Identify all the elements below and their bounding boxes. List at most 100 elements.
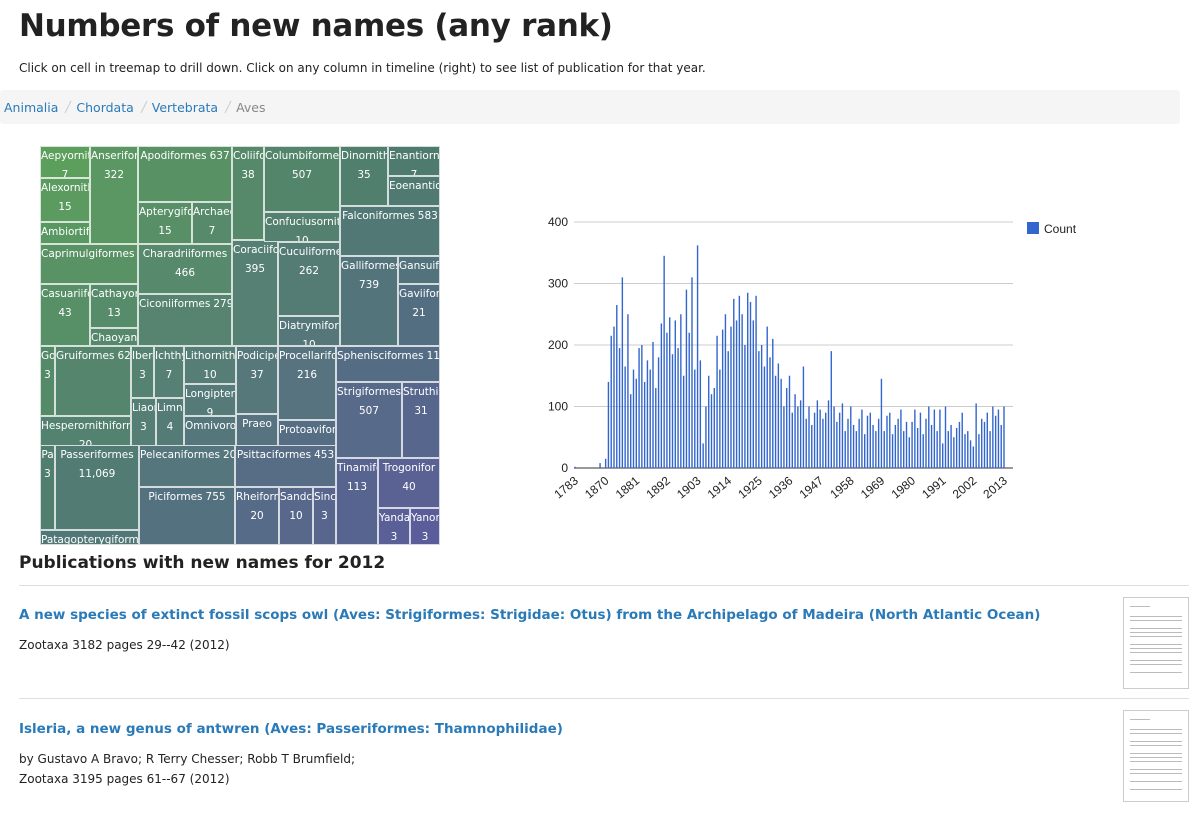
bar[interactable] xyxy=(813,412,816,468)
bar[interactable] xyxy=(958,421,961,468)
treemap-cell[interactable]: Gruiformes620 xyxy=(55,346,131,416)
bar[interactable] xyxy=(747,292,749,468)
treemap-cell[interactable]: Trogonifor 40 xyxy=(378,458,440,508)
treemap-cell[interactable]: Liaor 3 xyxy=(131,398,156,446)
bar[interactable] xyxy=(741,314,743,468)
bar[interactable] xyxy=(925,418,927,468)
treemap-cell[interactable]: Patagopterygiformes xyxy=(40,530,139,545)
bar[interactable] xyxy=(680,314,682,468)
bar[interactable] xyxy=(638,348,640,468)
bar[interactable] xyxy=(919,412,922,468)
treemap-cell[interactable]: Longiptery 9 xyxy=(184,384,236,416)
bar[interactable] xyxy=(708,375,710,468)
bar[interactable] xyxy=(989,431,991,468)
bar[interactable] xyxy=(850,406,852,469)
bar[interactable] xyxy=(755,295,757,468)
treemap-cell[interactable]: Alexornithi 15 xyxy=(40,178,90,222)
bar[interactable] xyxy=(691,277,693,468)
bar[interactable] xyxy=(852,424,855,468)
bar[interactable] xyxy=(827,400,830,468)
treemap-cell[interactable]: Falconiformes 583 xyxy=(340,206,440,256)
treemap-cell[interactable]: Praeo xyxy=(236,414,278,446)
bar[interactable] xyxy=(780,378,782,468)
bar[interactable] xyxy=(758,351,760,468)
bar[interactable] xyxy=(900,409,902,468)
bar[interactable] xyxy=(699,360,702,468)
publication-title[interactable]: A new species of extinct fossil scops ow… xyxy=(19,607,1041,623)
bar[interactable] xyxy=(964,434,966,468)
bar[interactable] xyxy=(716,335,718,468)
bar[interactable] xyxy=(655,388,657,468)
publication-thumbnail[interactable] xyxy=(1123,597,1189,689)
bar[interactable] xyxy=(616,305,618,468)
breadcrumb-link[interactable]: Animalia xyxy=(4,99,59,115)
bar[interactable] xyxy=(816,400,819,468)
bar[interactable] xyxy=(682,375,685,468)
bar[interactable] xyxy=(822,418,824,468)
bar[interactable] xyxy=(649,369,651,468)
bar[interactable] xyxy=(802,366,805,468)
bar[interactable] xyxy=(886,415,888,468)
bar[interactable] xyxy=(710,394,713,468)
bar[interactable] xyxy=(1003,406,1005,469)
bar[interactable] xyxy=(872,424,874,468)
bar[interactable] xyxy=(777,363,780,468)
bar[interactable] xyxy=(730,326,732,468)
bar[interactable] xyxy=(677,348,679,468)
bar[interactable] xyxy=(604,458,607,468)
bar[interactable] xyxy=(811,424,813,468)
treemap-cell[interactable]: Piciformes 755 xyxy=(139,487,235,545)
bar[interactable] xyxy=(599,463,601,468)
bar[interactable] xyxy=(877,418,880,468)
bar[interactable] xyxy=(786,388,788,468)
bar[interactable] xyxy=(997,409,1000,468)
bar[interactable] xyxy=(621,277,624,468)
treemap-cell[interactable]: Caprimulgiformes190 xyxy=(40,244,138,284)
treemap-cell[interactable]: Lithornithifo 10 xyxy=(184,346,236,384)
treemap-cell[interactable]: Sinc 3 xyxy=(313,487,336,545)
bar[interactable] xyxy=(752,320,754,468)
treemap-cell[interactable]: Anseriforr 322 xyxy=(90,146,138,244)
treemap-cell[interactable]: Archaeo 7 xyxy=(192,202,232,244)
treemap-cell[interactable]: Dinornithif 35 xyxy=(340,146,388,206)
bar[interactable] xyxy=(574,466,576,468)
bar[interactable] xyxy=(646,360,649,468)
treemap-cell[interactable]: Coraciifor 395 xyxy=(232,240,278,346)
bar[interactable] xyxy=(808,406,810,469)
treemap-cell[interactable]: Omnivorop xyxy=(184,416,236,446)
bar[interactable] xyxy=(922,434,924,468)
bar[interactable] xyxy=(641,345,643,468)
treemap-cell[interactable]: Apodiformes 637 xyxy=(138,146,232,202)
bar[interactable] xyxy=(643,381,646,468)
treemap-cell[interactable]: Struthio 31 xyxy=(402,382,440,458)
bar[interactable] xyxy=(744,345,746,468)
treemap-cell[interactable]: Chaoyang xyxy=(90,328,138,346)
bar[interactable] xyxy=(891,434,894,468)
treemap-cell[interactable]: Enantiorni 7 xyxy=(388,146,440,176)
bar[interactable] xyxy=(607,381,610,468)
bar[interactable] xyxy=(961,412,963,468)
bar[interactable] xyxy=(674,320,676,468)
bar[interactable] xyxy=(799,400,802,468)
bar[interactable] xyxy=(783,406,785,469)
treemap-cell[interactable]: Sandco 10 xyxy=(279,487,313,545)
bar[interactable] xyxy=(705,406,707,469)
publication-title[interactable]: Isleria, a new genus of antwren (Aves: P… xyxy=(19,721,563,737)
bar[interactable] xyxy=(944,406,947,469)
bar[interactable] xyxy=(819,409,821,468)
bar[interactable] xyxy=(830,351,832,468)
bar[interactable] xyxy=(624,366,626,468)
bar[interactable] xyxy=(635,378,637,468)
treemap-cell[interactable]: Galliformes 739 xyxy=(340,256,398,346)
bar[interactable] xyxy=(903,431,905,468)
treemap-cell[interactable]: Iberc 3 xyxy=(131,346,154,398)
bar[interactable] xyxy=(702,443,704,468)
bar[interactable] xyxy=(694,369,696,468)
bar[interactable] xyxy=(766,326,768,468)
bar[interactable] xyxy=(986,412,988,468)
bar[interactable] xyxy=(953,437,955,468)
bar[interactable] xyxy=(883,431,885,468)
bar[interactable] xyxy=(663,255,665,468)
treemap-cell[interactable]: Ichthy 7 xyxy=(154,346,184,398)
treemap-cell[interactable]: Eoenantion xyxy=(388,176,440,206)
